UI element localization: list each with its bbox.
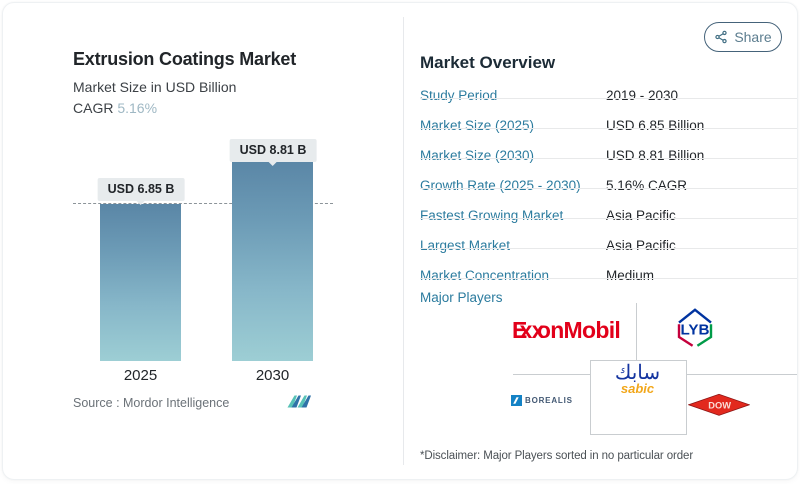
svg-text:DOW: DOW xyxy=(708,400,731,410)
svg-text:LYB: LYB xyxy=(681,322,710,339)
